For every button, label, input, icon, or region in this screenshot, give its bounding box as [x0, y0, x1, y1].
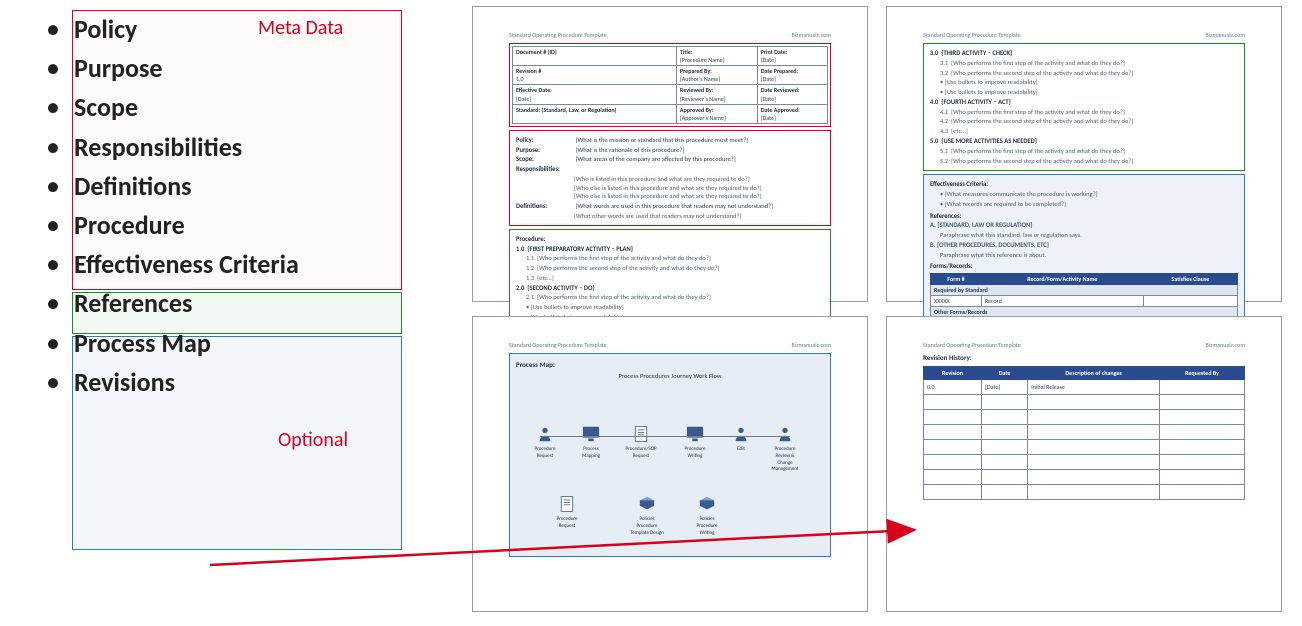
revision-table: RevisionDateDescription of changesReques… [923, 366, 1245, 500]
workflow-node: Procedure Writing [678, 424, 712, 460]
doc-header-right: Bizmanualz.com [791, 31, 831, 39]
outline-list: PolicyPurposeScopeResponsibilitiesDefini… [46, 10, 406, 402]
page2-thumb: Standard Operating Procedure Template Bi… [886, 6, 1282, 302]
doc-header: Standard Operating Procedure Template Bi… [509, 31, 831, 39]
page1-meta-region: Document # (ID)Title:{Procedure Name}Pri… [509, 43, 831, 127]
outline-item: Policy [46, 10, 406, 49]
outline-item: Definitions [46, 167, 406, 206]
workflow-node: Procedure Request [550, 494, 584, 530]
doc-header-left: Standard Operating Procedure Template [509, 31, 607, 39]
doc-header: Standard Operating Procedure Template Bi… [509, 341, 831, 349]
outline-item: Revisions [46, 363, 406, 402]
process-map-title: Process Procedures Journey Work Flow [516, 372, 824, 381]
meta-table: Document # (ID)Title:{Procedure Name}Pri… [512, 46, 828, 124]
outline-panel: PolicyPurposeScopeResponsibilitiesDefini… [46, 10, 406, 402]
meta-data-tag: Meta Data [258, 16, 343, 40]
page3-thumb: Standard Operating Procedure Template Bi… [472, 316, 868, 612]
doc-header: Standard Operating Procedure Template Bi… [923, 31, 1245, 39]
process-map-region: Process Map: Process Procedures Journey … [509, 353, 831, 557]
workflow-node: Policies Procedure Writing [690, 494, 724, 536]
outline-item: References [46, 284, 406, 323]
page1-thumb: Standard Operating Procedure Template Bi… [472, 6, 868, 302]
process-map-section: Process Map: [516, 360, 824, 369]
workflow-node: Procedure Request [528, 424, 562, 460]
workflow-node: Procedure Review & Change Management [768, 424, 802, 473]
outline-item: Process Map [46, 324, 406, 363]
page4-thumb: Standard Operating Procedure Template Bi… [886, 316, 1282, 612]
outline-item: Effectiveness Criteria [46, 245, 406, 284]
doc-header: Standard Operating Procedure Template Bi… [923, 341, 1245, 349]
page1-desc-region: Policy: [What is the mission or standard… [509, 130, 831, 226]
page2-proc-region: 3.0 {THIRD ACTIVITY – CHECK}3.1 [Who per… [923, 43, 1245, 171]
workflow-node: Process Mapping [574, 424, 608, 460]
stage: PolicyPurposeScopeResponsibilitiesDefini… [0, 0, 1302, 626]
optional-tag: Optional [278, 428, 348, 452]
workflow-node: Edit [724, 424, 758, 453]
outline-item: Scope [46, 88, 406, 127]
workflow-node: Policies Procedure Template Design [630, 494, 664, 536]
workflow-node: Procedure/SOP Request [624, 424, 658, 460]
outline-item: Purpose [46, 49, 406, 88]
outline-item: Responsibilities [46, 128, 406, 167]
outline-item: Procedure [46, 206, 406, 245]
revision-section-title: Revision History: [923, 353, 1245, 362]
